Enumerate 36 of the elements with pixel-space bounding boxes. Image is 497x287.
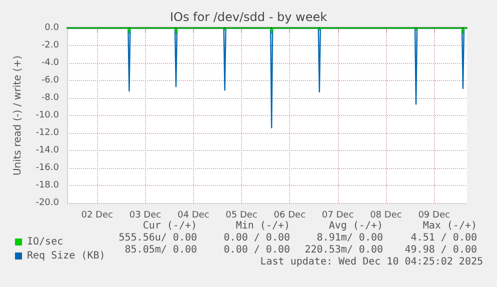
chart-title: IOs for /dev/sdd - by week xyxy=(170,10,328,24)
x-tick-label: 04 Dec xyxy=(178,210,210,220)
x-tick-label: 02 Dec xyxy=(81,210,113,220)
x-tick-label: 07 Dec xyxy=(322,210,354,220)
y-tick-label: -6.0 xyxy=(41,76,60,86)
text: 0.00 / 0.00 xyxy=(224,232,290,244)
y-tick-label: -14.0 xyxy=(36,146,60,156)
y-tick-label: -10.0 xyxy=(36,110,60,120)
text: 4.51 / 0.00 xyxy=(410,232,478,244)
y-tick-label: -8.0 xyxy=(41,93,60,103)
y-tick-label: -20.0 xyxy=(36,198,60,208)
text: Max (-/+) xyxy=(422,220,478,232)
text: 220.53m/ 0.00 xyxy=(304,244,384,256)
text: 0.00 / 0.00 xyxy=(224,244,290,256)
x-tick-label: 09 Dec xyxy=(418,210,450,220)
x-tick-label: 03 Dec xyxy=(129,210,162,220)
y-tick-label: -4.0 xyxy=(41,58,60,68)
x-tick-label: 08 Dec xyxy=(370,210,402,220)
y-tick-label: -12.0 xyxy=(36,128,60,138)
text: 85.05m/ 0.00 xyxy=(124,244,198,256)
legend-label: IO/sec xyxy=(27,236,64,248)
y-tick-label: 0.0 xyxy=(44,23,60,33)
text: Last update: Wed Dec 10 04:25:02 2025 xyxy=(260,256,484,268)
text: 8.91m/ 0.00 xyxy=(316,232,384,244)
x-tick-label: 05 Dec xyxy=(226,210,258,220)
text: Cur (-/+) xyxy=(142,220,198,232)
y-tick-label: -16.0 xyxy=(36,163,60,173)
text: 555.56u/ 0.00 xyxy=(118,232,198,244)
y-tick-label: -18.0 xyxy=(36,180,60,190)
text: Avg (-/+) xyxy=(328,220,384,232)
y-axis-title: Units read (-) / write (+) xyxy=(12,55,24,176)
y-tick-label: -2.0 xyxy=(41,40,60,50)
text: Min (-/+) xyxy=(236,220,290,232)
legend-label: Req Size (KB) xyxy=(27,250,106,262)
text: 49.98 / 0.00 xyxy=(404,244,478,256)
x-tick-label: 06 Dec xyxy=(274,210,306,220)
